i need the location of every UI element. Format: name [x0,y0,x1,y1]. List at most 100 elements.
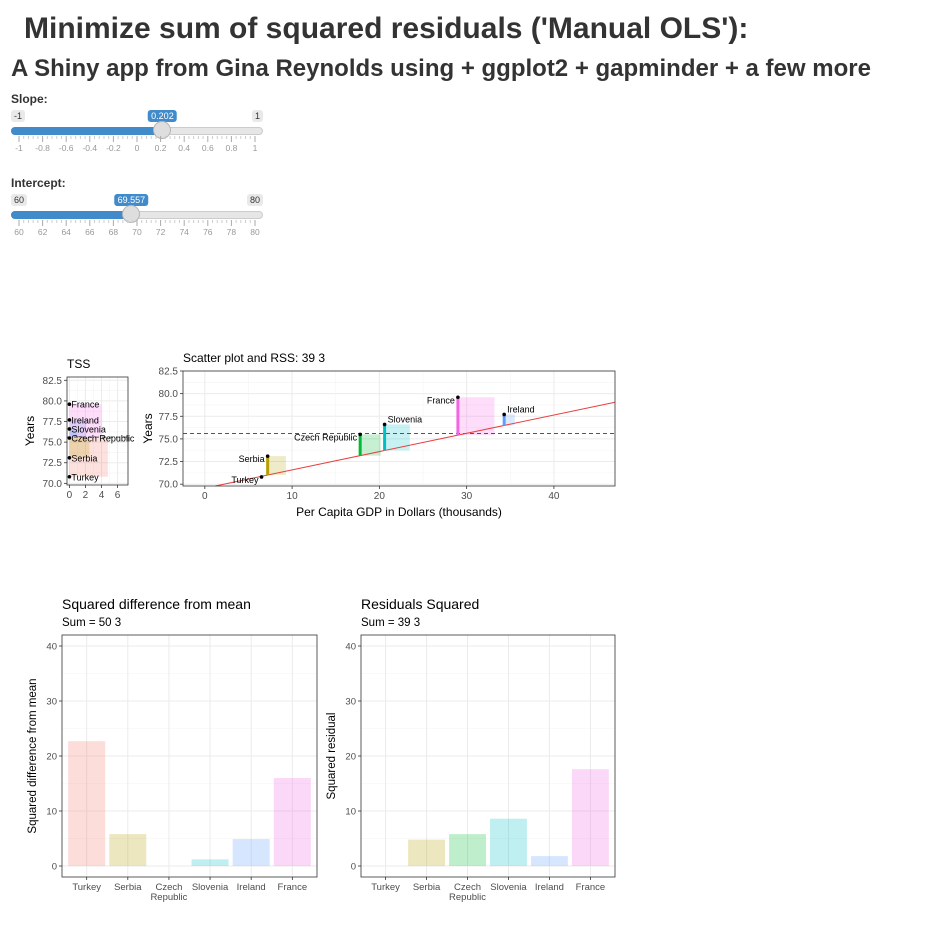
tss-point-label: France [71,400,99,410]
x-tick-label: Serbia [114,882,142,893]
bar [273,778,311,866]
x-tick-label: France [278,882,308,893]
residuals-squared-plot: 0 10 20 30 40 Residuals Squared Sum = 39 3 Squa… [326,596,616,903]
x-tick-label: 0 [202,491,208,502]
x-tick-label: Republic [449,892,486,903]
y-tick-label: 82.5 [159,367,179,378]
x-tick-label: Slovenia [490,882,527,893]
intercept-handle[interactable] [122,205,141,223]
tss-square [69,437,108,477]
tss-plot: 70.0 72.5 75.0 77.5 80.0 82.5 0 2 4 6 TSS Years Turk… [23,357,135,501]
x-tick-label: 30 [461,491,473,502]
intercept-slider-group: Intercept: 60 80 69.557 60 62 64 66 68 70 72 74… [11,176,263,248]
x-axis-label: Per Capita GDP in Dollars (thousands) [296,505,502,519]
y-tick-label: 0 [351,862,356,873]
plot-border [360,634,616,878]
slider-tick-label: 0.2 [155,143,167,153]
y-tick-label: 77.5 [159,412,179,423]
scatter-plot: 70.0 72.5 75.0 77.5 80.0 82.5 0 10 20 30 40 Scatter… [141,351,616,519]
bar [408,839,445,866]
scatter-point-label: Ireland [507,404,535,414]
y-tick-label: 30 [345,697,356,708]
slider-tick-label: 68 [109,227,119,237]
tss-point [67,402,72,407]
slope-label: Slope: [11,92,48,106]
x-tick-label: 6 [115,490,121,501]
slider-tick-label: 60 [14,227,24,237]
x-tick-label: 2 [83,490,89,501]
x-tick-label: Republic [150,892,187,903]
residual-square [360,434,381,456]
y-tick-label: 0 [52,862,57,873]
tss-point [67,455,72,460]
bar [571,769,609,866]
x-tick-label: 20 [374,491,386,502]
scatter-point [456,395,460,400]
bar [232,839,270,866]
x-tick-label: Turkey [72,882,101,893]
slider-tick-label: 62 [38,227,48,237]
x-tick-label: Turkey [371,882,400,893]
plot-subtitle: Sum = 39 3 [361,617,420,629]
slider-tick-label: 78 [227,227,237,237]
y-tick-label: 10 [46,807,57,818]
scatter-point [358,432,362,437]
bar [449,834,486,866]
plot-subtitle: Sum = 50 3 [62,617,121,629]
y-tick-label: 80.0 [43,396,63,407]
y-tick-label: 20 [46,752,57,763]
intercept-label: Intercept: [11,176,66,190]
residual-square [267,456,286,476]
tss-point-label: Slovenia [71,424,106,434]
intercept-max-label: 80 [246,194,263,206]
slider-tick-label: -0.2 [106,143,121,153]
y-tick-label: 80.0 [159,389,179,400]
y-tick-label: 72.5 [43,458,63,469]
slider-tick-label: -1 [15,143,23,153]
slider-tick-label: 76 [203,227,213,237]
x-tick-label: 10 [287,491,299,502]
plot-title: Residuals Squared [361,596,479,612]
residual-square [457,397,495,436]
tss-square [69,428,78,438]
y-tick-label: 82.5 [43,376,63,387]
page-title: Minimize sum of squared residuals ('Manu… [24,12,749,45]
bar [490,818,527,866]
slope-tick-grid: -1 -0.8 -0.6 -0.4 -0.2 0 0.2 0.4 0.6 0.8 1 [15,136,258,153]
slider-tick-label: 66 [85,227,95,237]
tss-point-label: Serbia [71,453,97,463]
intercept-min-label: 60 [11,194,28,206]
tss-square [69,437,90,458]
tss-square [69,404,102,438]
tss-point [67,436,72,440]
y-axis-label: Squared difference from mean [27,678,39,833]
x-tick-label: Ireland [535,882,564,893]
scatter-point [382,422,387,427]
x-tick-label: France [576,882,606,893]
tss-point [67,418,72,422]
slider-tick-label: 1 [253,143,258,153]
scatter-point [259,475,264,479]
bar [68,741,106,866]
slope-handle[interactable] [153,121,172,139]
y-tick-label: 30 [46,697,57,708]
regression-line [215,401,616,487]
x-tick-label: Czech [454,882,481,893]
bar [109,834,147,866]
bar [191,859,229,866]
x-tick-label: Czech [155,882,182,893]
y-tick-label: 75.0 [43,438,63,449]
tss-point-label: Ireland [71,415,99,425]
plot-border [182,370,616,487]
tss-point-label: Turkey [71,472,99,482]
y-tick-label: 75.0 [159,434,179,445]
slider-tick-label: -0.4 [82,143,97,153]
x-tick-label: 0 [67,490,73,501]
plot-title: Squared difference from mean [62,596,251,612]
scatter-point-label: Turkey [231,475,259,485]
y-tick-label: 70.0 [159,480,179,491]
x-tick-label: 4 [99,490,105,501]
slider-tick-label: -0.6 [59,143,74,153]
slider-tick-label: 0.4 [178,143,190,153]
